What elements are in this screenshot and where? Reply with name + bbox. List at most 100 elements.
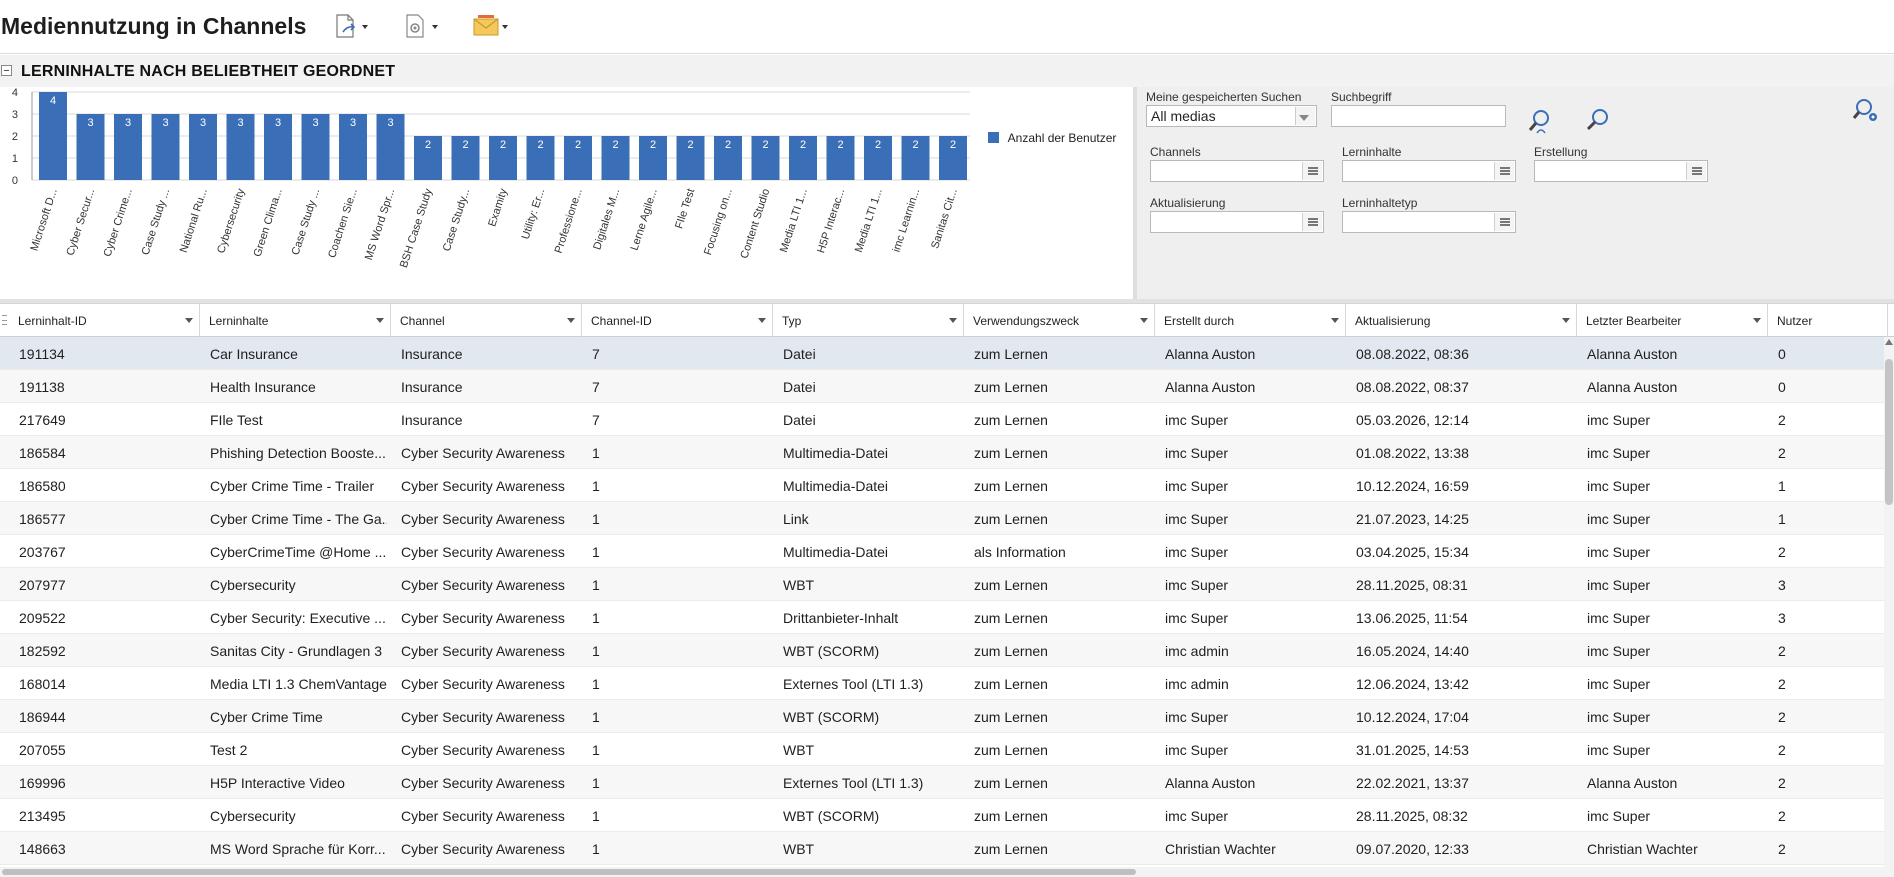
table-row[interactable]: 207055 Test 2 Cyber Security Awareness 1 WBT…: [0, 733, 1884, 766]
user-search-icon: [1528, 110, 1549, 134]
table-cell: imc Super: [1587, 478, 1651, 494]
scroll-up-icon[interactable]: [1885, 339, 1893, 345]
bar: [826, 136, 855, 180]
vertical-scroll-thumb[interactable]: [1885, 359, 1893, 505]
channels-picker-button[interactable]: [1302, 162, 1322, 180]
export-button[interactable]: [334, 12, 374, 42]
bar: [376, 114, 405, 180]
column-header[interactable]: Verwendungszweck: [964, 304, 1155, 337]
column-filter-icon[interactable]: [1562, 318, 1570, 323]
table-cell: imc Super: [1587, 676, 1651, 692]
legend-swatch: [988, 132, 999, 143]
x-tick-label: National Ru...: [178, 187, 210, 254]
column-filter-icon[interactable]: [376, 318, 384, 323]
column-filter-icon[interactable]: [949, 318, 957, 323]
column-header[interactable]: Channel: [391, 304, 582, 337]
mail-button[interactable]: [472, 12, 512, 42]
table-cell: 16.05.2024, 14:40: [1356, 643, 1469, 659]
table-row[interactable]: 207977 Cybersecurity Cyber Security Awaren…: [0, 568, 1884, 601]
column-filter-icon[interactable]: [1140, 318, 1148, 323]
table-row[interactable]: 182592 Sanitas City - Grundlagen 3 Cyber S…: [0, 634, 1884, 667]
table-row[interactable]: 209522 Cyber Security: Executive ... Cyber…: [0, 601, 1884, 634]
column-header[interactable]: Erstellt durch: [1155, 304, 1346, 337]
table-cell: 1: [592, 610, 600, 626]
table-cell: 1: [592, 808, 600, 824]
horizontal-scroll-thumb[interactable]: [2, 869, 1136, 875]
table-row[interactable]: 168014 Media LTI 1.3 ChemVantage Cyber Sec…: [0, 667, 1884, 700]
table-cell: 1: [592, 445, 600, 461]
column-header[interactable]: Letzter Bearbeiter: [1577, 304, 1768, 337]
column-filter-icon[interactable]: [185, 318, 193, 323]
table-cell: imc Super: [1587, 610, 1651, 626]
panel-splitter[interactable]: [0, 299, 1894, 303]
lerninhalte-picker-button[interactable]: [1494, 162, 1514, 180]
table-cell: 05.03.2026, 12:14: [1356, 412, 1469, 428]
x-tick-label: Examity: [486, 187, 510, 228]
erstellung-label: Erstellung: [1534, 145, 1588, 159]
search-icon: [1586, 109, 1608, 131]
lerninhaltetyp-picker-button[interactable]: [1494, 213, 1514, 231]
table-row[interactable]: 191134 Car Insurance Insurance 7 Datei zum Le…: [0, 337, 1884, 370]
column-header[interactable]: Lerninhalt-ID: [9, 304, 200, 337]
table-cell: 213495: [19, 808, 66, 824]
table-cell: 09.07.2020, 12:33: [1356, 841, 1469, 857]
table-row[interactable]: 191138 Health Insurance Insurance 7 Datei zum…: [0, 370, 1884, 403]
table-row[interactable]: 186584 Phishing Detection Booste... Cyber …: [0, 436, 1884, 469]
table-row[interactable]: 217649 FIle Test Insurance 7 Datei zum Lernen…: [0, 403, 1884, 436]
collapse-icon[interactable]: [1, 65, 12, 76]
table-row[interactable]: 203767 CyberCrimeTime @Home ... Cyber Secu…: [0, 535, 1884, 568]
table-cell: 209522: [19, 610, 66, 626]
column-menu-icon[interactable]: [2, 315, 7, 325]
table-row[interactable]: 148663 MS Word Sprache für Korr... Cyber S…: [0, 832, 1884, 865]
table-cell: zum Lernen: [974, 346, 1048, 362]
export-icon: [336, 14, 356, 38]
table-row[interactable]: 186580 Cyber Crime Time - Trailer Cyber Se…: [0, 469, 1884, 502]
saved-searches-select[interactable]: All medias: [1146, 105, 1317, 127]
column-filter-icon[interactable]: [1331, 318, 1339, 323]
x-tick-label: Case Study...: [441, 187, 473, 253]
column-header[interactable]: Typ: [773, 304, 964, 337]
table-row[interactable]: 169996 H5P Interactive Video Cyber Securit…: [0, 766, 1884, 799]
column-header[interactable]: Channel-ID: [582, 304, 773, 337]
table-cell: Alanna Auston: [1165, 379, 1256, 395]
settings-button[interactable]: [404, 12, 444, 42]
column-filter-icon[interactable]: [758, 318, 766, 323]
saved-search-button[interactable]: [1527, 107, 1555, 140]
table-cell: 217649: [19, 412, 66, 428]
x-tick-label: Cyber Crime...: [102, 187, 135, 258]
horizontal-scrollbar[interactable]: [0, 867, 1894, 877]
table-cell: imc Super: [1587, 577, 1651, 593]
bar-value-label: 2: [950, 139, 956, 151]
table-cell: WBT: [783, 577, 815, 593]
table-row[interactable]: 213495 Cybersecurity Cyber Security Awaren…: [0, 799, 1884, 832]
column-filter-icon[interactable]: [1753, 318, 1761, 323]
advanced-search-button[interactable]: [1852, 96, 1882, 131]
channels-field[interactable]: [1150, 160, 1324, 182]
column-header[interactable]: Lerninhalte: [200, 304, 391, 337]
lerninhaltetyp-field[interactable]: [1342, 211, 1516, 233]
bar-value-label: 2: [912, 139, 918, 151]
bar: [114, 114, 142, 180]
section-title: LERNINHALTE NACH BELIEBTHEIT GEORDNET: [21, 63, 396, 80]
search-button[interactable]: [1585, 107, 1611, 138]
table-cell: 207977: [19, 577, 66, 593]
table-cell: imc Super: [1587, 445, 1651, 461]
search-term-input[interactable]: [1331, 105, 1506, 127]
table-cell: 28.11.2025, 08:32: [1356, 808, 1468, 824]
erstellung-field[interactable]: [1534, 160, 1708, 182]
table-row[interactable]: 186577 Cyber Crime Time - The Ga... Cyber …: [0, 502, 1884, 535]
lerninhalte-field[interactable]: [1342, 160, 1516, 182]
aktualisierung-calendar-button[interactable]: [1302, 213, 1322, 231]
bar-value-label: 2: [687, 139, 693, 151]
erstellung-calendar-button[interactable]: [1686, 162, 1706, 180]
table-cell: Cyber Security Awareness: [401, 709, 565, 725]
table-cell: zum Lernen: [974, 643, 1048, 659]
aktualisierung-field[interactable]: [1150, 211, 1324, 233]
table-row[interactable]: 186944 Cyber Crime Time Cyber Security Awa…: [0, 700, 1884, 733]
column-filter-icon[interactable]: [567, 318, 575, 323]
column-header[interactable]: Nutzer: [1768, 304, 1888, 337]
vertical-scrollbar[interactable]: [1884, 337, 1894, 867]
column-header[interactable]: Aktualisierung: [1346, 304, 1577, 337]
chart-panel: 0 1 2 3 4 4 Microsoft D... 3 Cyber Secur... 3 Cybe…: [0, 87, 1133, 299]
bar-value-label: 2: [612, 139, 618, 151]
